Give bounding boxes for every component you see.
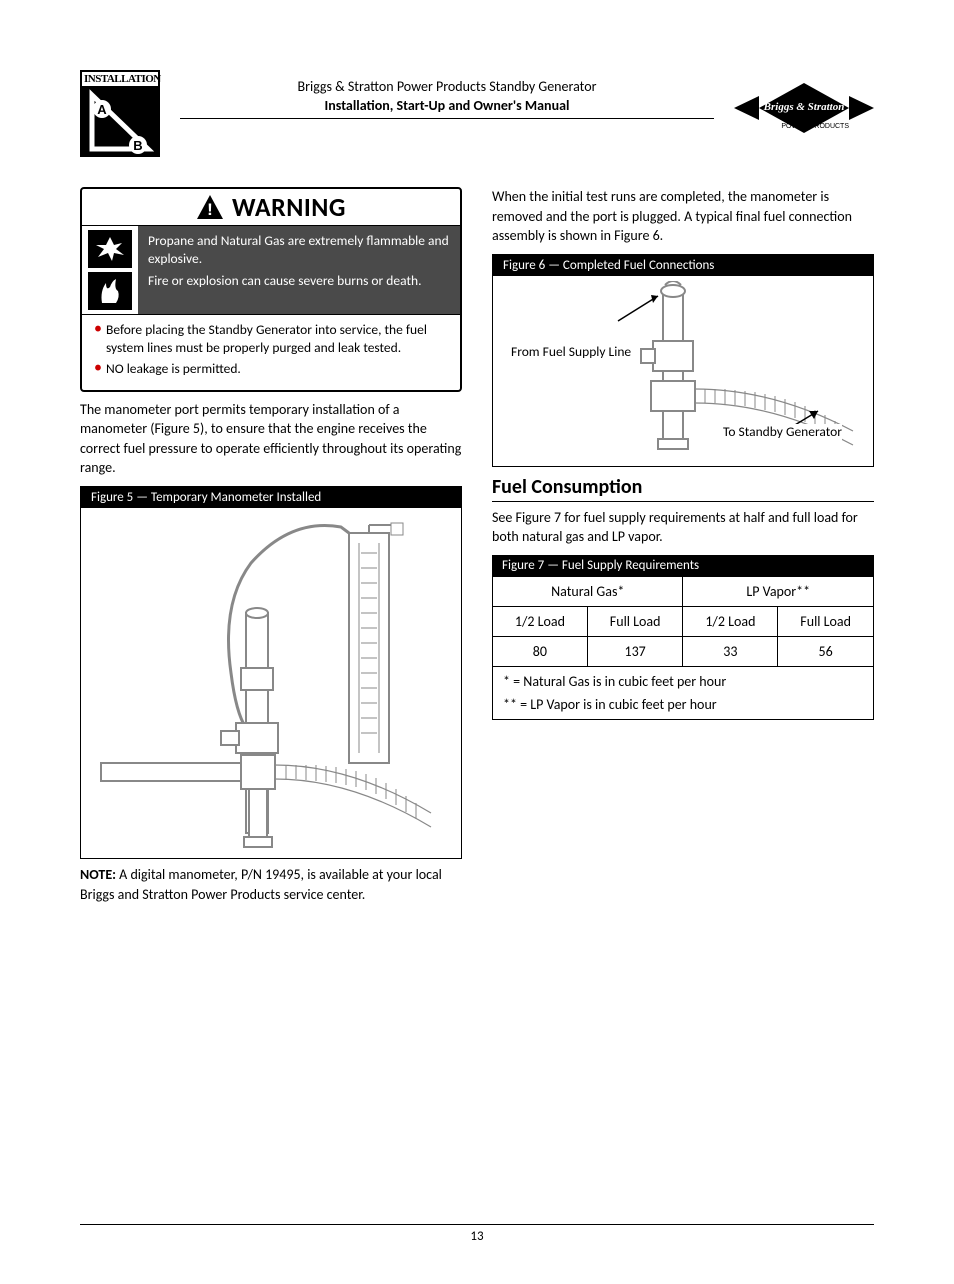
right-para-2: See Figure 7 for fuel supply requirement… xyxy=(492,508,874,547)
warning-icons xyxy=(82,226,138,314)
right-para-1: When the initial test runs are completed… xyxy=(492,187,874,246)
svg-text:Briggs & Stratton: Briggs & Stratton xyxy=(763,101,845,113)
header-titles: Briggs & Stratton Power Products Standby… xyxy=(180,70,714,119)
badge-arrow-icon: A B xyxy=(80,87,160,157)
table-header-ng: Natural Gas* xyxy=(493,576,683,606)
fuel-supply-table: Figure 7 — Fuel Supply Requirements Natu… xyxy=(492,555,874,720)
page-footer: 13 xyxy=(80,1224,874,1244)
table-subhead: 1/2 Load xyxy=(683,606,778,636)
table-cell: 137 xyxy=(587,636,683,666)
explosion-icon xyxy=(88,230,132,268)
figure-6-label-to: To Standby Generator xyxy=(723,424,842,441)
badge-label: INSTALLATION xyxy=(80,70,160,88)
brand-logo: Briggs & Stratton POWER PRODUCTS xyxy=(734,70,874,142)
warning-header: ! WARNING xyxy=(82,189,460,226)
fuel-consumption-heading: Fuel Consumption xyxy=(492,475,874,502)
fuel-table-caption: Figure 7 — Fuel Supply Requirements xyxy=(492,555,874,576)
figure-6-caption: Figure 6 — Completed Fuel Connections xyxy=(493,255,873,276)
figure-6-diagram: From Fuel Supply Line To Standby Generat… xyxy=(493,276,873,466)
page-number: 13 xyxy=(470,1229,483,1244)
content-columns: ! WARNING Propane and Natural Gas are ex… xyxy=(80,187,874,904)
table-footnote-1: * = Natural Gas is in cubic feet per hou… xyxy=(493,666,874,719)
note-body: A digital manometer, P/N 19495, is avail… xyxy=(80,866,442,903)
warning-bullets: Before placing the Standby Generator int… xyxy=(82,314,460,390)
table-row: 80 137 33 56 xyxy=(493,636,874,666)
table-row: Natural Gas* LP Vapor** xyxy=(493,576,874,606)
header-rule xyxy=(180,118,714,119)
table-cell: 56 xyxy=(778,636,874,666)
note-paragraph: NOTE: A digital manometer, P/N 19495, is… xyxy=(80,865,462,904)
table-subhead: Full Load xyxy=(587,606,683,636)
fire-icon xyxy=(88,272,132,310)
installation-badge: INSTALLATION A B xyxy=(80,70,160,157)
figure-5: Figure 5 — Temporary Manometer Installed xyxy=(80,486,462,859)
footnote-2-text: ** = LP Vapor is in cubic feet per hour xyxy=(503,696,863,713)
warning-bullet-1: Before placing the Standby Generator int… xyxy=(92,321,450,357)
header-line2: Installation, Start-Up and Owner's Manua… xyxy=(180,97,714,114)
left-para-1: The manometer port permits temporary ins… xyxy=(80,400,462,478)
svg-text:B: B xyxy=(133,138,142,153)
svg-text:A: A xyxy=(97,102,107,117)
footnote-1-text: * = Natural Gas is in cubic feet per hou… xyxy=(503,673,863,690)
table-subhead: 1/2 Load xyxy=(493,606,588,636)
warning-dark-text: Propane and Natural Gas are extremely fl… xyxy=(138,226,460,314)
table-row: * = Natural Gas is in cubic feet per hou… xyxy=(493,666,874,719)
warning-text-2: Fire or explosion can cause severe burns… xyxy=(148,272,450,290)
figure-5-caption: Figure 5 — Temporary Manometer Installed xyxy=(81,487,461,508)
svg-text:POWER PRODUCTS: POWER PRODUCTS xyxy=(781,123,849,130)
table-row: 1/2 Load Full Load 1/2 Load Full Load xyxy=(493,606,874,636)
figure-5-diagram xyxy=(81,508,461,858)
left-column: ! WARNING Propane and Natural Gas are ex… xyxy=(80,187,462,904)
note-label: NOTE: xyxy=(80,866,116,883)
warning-box: ! WARNING Propane and Natural Gas are ex… xyxy=(80,187,462,392)
svg-text:!: ! xyxy=(207,200,213,219)
table-subhead: Full Load xyxy=(778,606,874,636)
header-line1: Briggs & Stratton Power Products Standby… xyxy=(180,78,714,95)
table-cell: 80 xyxy=(493,636,588,666)
table-header-lp: LP Vapor** xyxy=(683,576,874,606)
figure-6: Figure 6 — Completed Fuel Connections xyxy=(492,254,874,467)
right-column: When the initial test runs are completed… xyxy=(492,187,874,904)
warning-bullet-2: NO leakage is permitted. xyxy=(92,360,450,378)
warning-text-1: Propane and Natural Gas are extremely fl… xyxy=(148,232,450,268)
table-cell: 33 xyxy=(683,636,778,666)
figure-6-label-from: From Fuel Supply Line xyxy=(511,344,631,361)
warning-triangle-icon: ! xyxy=(196,194,224,220)
warning-title: WARNING xyxy=(232,191,346,223)
page-header: INSTALLATION A B Briggs & Stratton Power… xyxy=(80,70,874,157)
